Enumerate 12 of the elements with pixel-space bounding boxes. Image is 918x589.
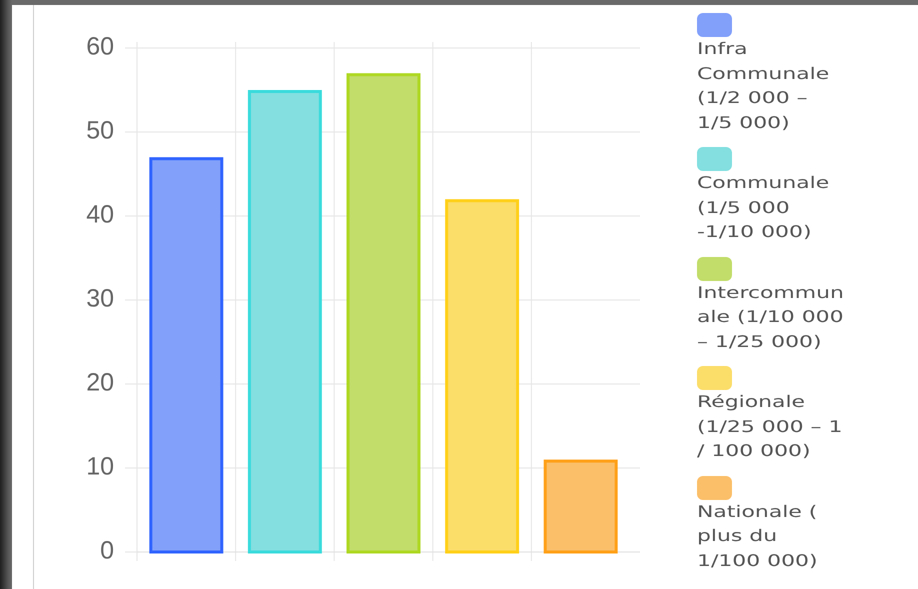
legend-label: Communale (1/5 000 -1/10 000) xyxy=(697,172,830,243)
y-tick-label: 40 xyxy=(86,200,114,228)
y-tick-label: 50 xyxy=(86,116,114,144)
y-tick-label: 10 xyxy=(86,452,114,480)
y-tick-label: 0 xyxy=(100,536,114,564)
y-tick-label: 20 xyxy=(86,368,114,396)
legend-label: Infra Communale (1/2 000 – 1/5 000) xyxy=(697,38,830,134)
legend-label: Nationale ( plus du 1/100 000) xyxy=(697,500,819,572)
y-tick-label: 60 xyxy=(86,32,114,60)
legend-label: Intercommunale (1/10 000 – 1/25 000) xyxy=(697,282,845,352)
legend-label: Régionale (1/25 000 – 1 / 100 000) xyxy=(697,391,844,462)
y-tick-label: 30 xyxy=(86,284,114,312)
